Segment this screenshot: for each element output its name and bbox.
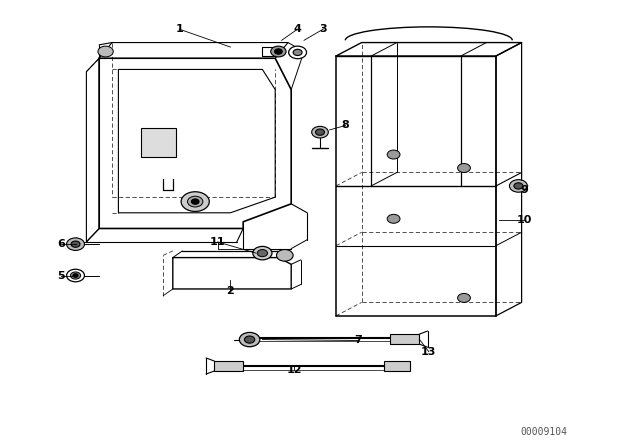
Circle shape xyxy=(312,126,328,138)
Circle shape xyxy=(70,272,81,279)
Text: 7: 7 xyxy=(355,336,362,345)
Text: 13: 13 xyxy=(421,347,436,357)
Circle shape xyxy=(514,183,523,189)
Circle shape xyxy=(387,214,400,223)
Circle shape xyxy=(181,192,209,211)
Circle shape xyxy=(276,250,293,261)
Circle shape xyxy=(67,238,84,250)
Text: 9: 9 xyxy=(521,185,529,195)
Circle shape xyxy=(271,46,286,57)
Bar xyxy=(214,361,243,371)
Bar xyxy=(141,128,176,157)
Text: 12: 12 xyxy=(287,365,302,375)
Circle shape xyxy=(191,199,199,204)
Bar xyxy=(390,334,419,344)
Text: 2: 2 xyxy=(227,286,234,296)
Circle shape xyxy=(458,293,470,302)
Circle shape xyxy=(316,129,324,135)
Circle shape xyxy=(387,150,400,159)
Text: 00009104: 00009104 xyxy=(520,427,568,437)
Text: 3: 3 xyxy=(319,24,327,34)
Circle shape xyxy=(458,164,470,172)
Text: 5: 5 xyxy=(57,271,65,280)
Circle shape xyxy=(188,196,203,207)
Circle shape xyxy=(239,332,260,347)
Circle shape xyxy=(253,246,272,260)
Text: 10: 10 xyxy=(517,215,532,224)
Text: 8: 8 xyxy=(342,121,349,130)
Circle shape xyxy=(289,46,307,59)
Circle shape xyxy=(71,241,80,247)
Circle shape xyxy=(98,46,113,57)
Text: 1: 1 xyxy=(175,24,183,34)
Text: 4: 4 xyxy=(294,24,301,34)
Text: 6: 6 xyxy=(57,239,65,249)
Circle shape xyxy=(293,49,302,56)
Circle shape xyxy=(73,274,78,277)
Circle shape xyxy=(275,49,282,54)
Circle shape xyxy=(509,180,527,192)
Bar xyxy=(384,361,410,371)
Circle shape xyxy=(244,336,255,343)
Circle shape xyxy=(67,269,84,282)
Circle shape xyxy=(257,250,268,257)
Text: 11: 11 xyxy=(210,237,225,247)
